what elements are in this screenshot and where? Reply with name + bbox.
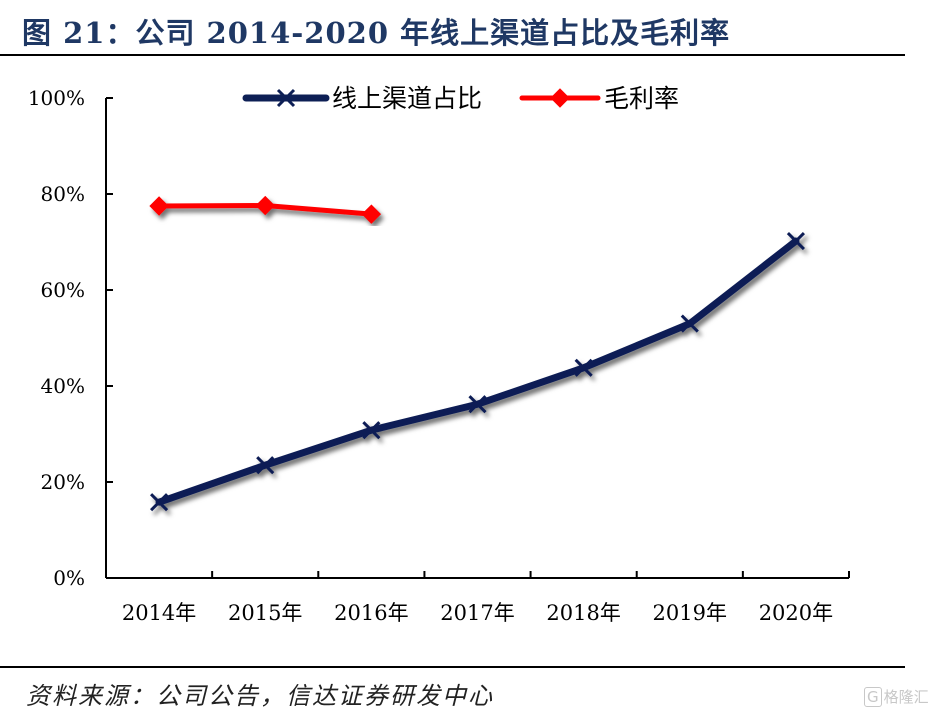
series-gross-margin [149, 195, 382, 224]
data-point [680, 314, 699, 333]
x-tick-label: 2016年 [334, 601, 408, 625]
figure-title: 图 21：公司 2014-2020 年线上渠道占比及毛利率 [22, 16, 731, 50]
y-tick-label: 0% [53, 566, 85, 590]
watermark: G 格隆汇 [864, 686, 929, 707]
data-point [255, 195, 275, 216]
y-tick-label: 80% [41, 182, 85, 206]
watermark-logo-icon: G [864, 687, 882, 707]
legend-item: 毛利率 [519, 84, 679, 113]
y-tick-label: 40% [41, 374, 85, 398]
x-tick-label: 2018年 [546, 601, 620, 625]
y-tick-label: 100% [28, 86, 85, 110]
data-point [362, 421, 381, 440]
x-tick-label: 2020年 [759, 601, 833, 625]
series-online-share [150, 231, 805, 512]
data-point [468, 395, 487, 414]
watermark-text: 格隆汇 [883, 688, 929, 706]
source-note: 资料来源：公司公告，信达证券研发中心 [26, 682, 494, 710]
series-line [155, 237, 800, 506]
legend-label: 毛利率 [604, 84, 679, 113]
data-point [550, 88, 570, 108]
data-point [786, 231, 805, 251]
x-tick-label: 2015年 [228, 601, 302, 625]
x-tick-label: 2014年 [122, 601, 196, 625]
y-tick-label: 60% [41, 278, 85, 302]
data-point [256, 456, 275, 475]
legend-item: 线上渠道占比 [242, 84, 482, 113]
title-divider [0, 54, 905, 56]
y-tick-label: 20% [41, 470, 85, 494]
source-divider [0, 666, 905, 668]
x-tick-label: 2017年 [440, 601, 514, 625]
data-point [150, 493, 169, 512]
data-point [276, 88, 296, 108]
legend-label: 线上渠道占比 [332, 84, 482, 113]
x-tick-label: 2019年 [653, 601, 727, 625]
data-point [361, 204, 382, 224]
data-point [574, 358, 593, 377]
data-point [149, 196, 169, 216]
